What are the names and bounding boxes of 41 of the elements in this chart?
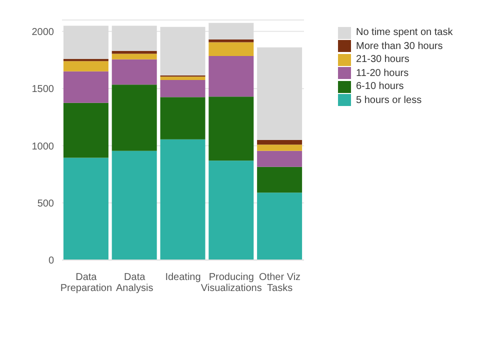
bar bbox=[63, 102, 108, 158]
y-tick-label: 1000 bbox=[32, 141, 54, 152]
y-tick-label: 2000 bbox=[32, 26, 54, 38]
legend-label: 6-10 hours bbox=[356, 81, 404, 92]
y-tick-label: 0 bbox=[48, 256, 54, 267]
bar bbox=[112, 84, 157, 151]
bar bbox=[208, 56, 254, 97]
bar bbox=[257, 166, 302, 193]
bar bbox=[160, 76, 206, 80]
bar bbox=[112, 26, 157, 51]
bar bbox=[257, 47, 302, 140]
bar bbox=[257, 150, 302, 167]
bar bbox=[208, 39, 254, 42]
bar bbox=[208, 96, 254, 161]
bar bbox=[160, 26, 206, 76]
bar bbox=[160, 80, 206, 98]
bar bbox=[63, 26, 108, 59]
bar bbox=[257, 144, 302, 151]
legend-label: 11-20 hours bbox=[356, 68, 409, 79]
legend-label: 21-30 hours bbox=[356, 54, 410, 66]
bar bbox=[112, 150, 157, 260]
bar bbox=[63, 71, 108, 103]
bar bbox=[160, 139, 206, 260]
legend-label: 5 hours or less bbox=[356, 94, 422, 106]
bar bbox=[257, 140, 302, 145]
legend-label: More than 30 hours bbox=[356, 40, 443, 52]
legend-label: No time spent on task bbox=[356, 27, 453, 38]
bar bbox=[257, 192, 302, 260]
bar bbox=[112, 54, 157, 60]
x-tick-label: Ideating bbox=[165, 272, 201, 283]
bar bbox=[63, 158, 108, 260]
bar bbox=[112, 59, 157, 85]
bar bbox=[208, 42, 254, 56]
bar bbox=[160, 97, 206, 140]
x-tick-label: Data Preparation bbox=[60, 272, 112, 294]
bar bbox=[208, 22, 254, 40]
bar bbox=[208, 160, 254, 260]
bar bbox=[63, 61, 108, 72]
y-tick-label: 1500 bbox=[32, 84, 54, 96]
x-tick-label: Data Analysis bbox=[116, 272, 154, 294]
y-tick-label: 500 bbox=[37, 198, 54, 210]
